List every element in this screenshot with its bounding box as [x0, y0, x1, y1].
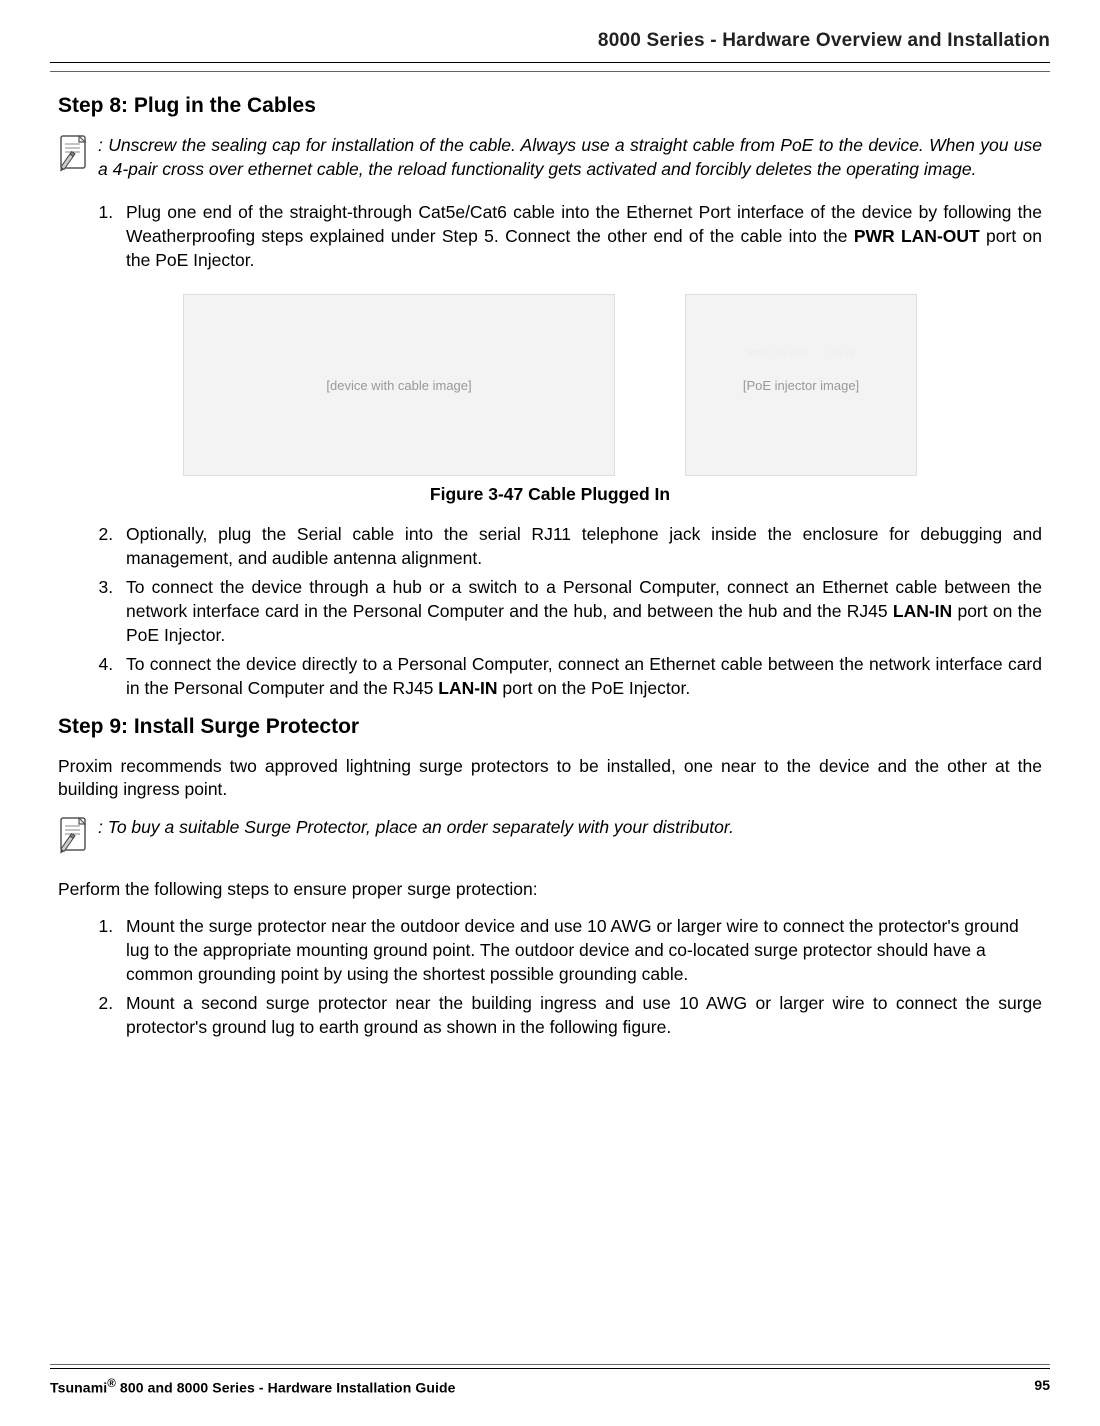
footer-rule-thin [50, 1364, 1050, 1365]
step8-item-1-bold: PWR LAN-OUT [854, 226, 980, 246]
poe-port-labels: PWR LAN-OUT LAN-IN [686, 349, 916, 358]
figure-poe-image: [PoE injector image] PWR LAN-OUT LAN-IN [685, 294, 917, 476]
poe-label-in: LAN-IN [826, 349, 855, 358]
step8-item-4b: port on the PoE Injector. [498, 678, 691, 698]
footer-reg: ® [107, 1377, 116, 1390]
footer-rule-thick [50, 1368, 1050, 1369]
step8-item-4-bold: LAN-IN [438, 678, 497, 698]
note-prefix-9: : [98, 817, 108, 837]
placeholder-text-poe: [PoE injector image] [743, 378, 859, 393]
note-text-step9: : To buy a suitable Surge Protector, pla… [98, 816, 1042, 840]
header-rule-thick [50, 62, 1050, 63]
step8-list-b: Optionally, plug the Serial cable into t… [58, 523, 1042, 700]
note-prefix: : [98, 135, 108, 155]
page-footer: Tsunami® 800 and 8000 Series - Hardware … [50, 1364, 1050, 1396]
step8-item-4: To connect the device directly to a Pers… [118, 653, 1042, 700]
step9-item-1: Mount the surge protector near the outdo… [118, 915, 1042, 986]
step8-list-a: Plug one end of the straight-through Cat… [58, 201, 1042, 272]
note-block-step8: : Unscrew the sealing cap for installati… [58, 134, 1042, 181]
poe-label-out: PWR LAN-OUT [747, 349, 807, 358]
figure-row: [device with cable image] [PoE injector … [58, 294, 1042, 476]
step-9-title: Step 9: Install Surge Protector [58, 715, 1042, 739]
step-8-title: Step 8: Plug in the Cables [58, 94, 1042, 118]
footer-title: 800 and 8000 Series - Hardware Installat… [116, 1380, 456, 1396]
note-icon [58, 816, 92, 858]
step9-item-2: Mount a second surge protector near the … [118, 992, 1042, 1039]
footer-text-left: Tsunami® 800 and 8000 Series - Hardware … [50, 1377, 456, 1396]
step8-item-3-bold: LAN-IN [893, 601, 952, 621]
step8-item-1: Plug one end of the straight-through Cat… [118, 201, 1042, 272]
content-area: Step 8: Plug in the Cables : Unscrew the… [50, 94, 1050, 1040]
figure-caption: Figure 3-47 Cable Plugged In [58, 484, 1042, 505]
note-body: Unscrew the sealing cap for installation… [98, 135, 1042, 179]
step9-list: Mount the surge protector near the outdo… [58, 915, 1042, 1039]
step8-item-3: To connect the device through a hub or a… [118, 576, 1042, 647]
step8-item-2: Optionally, plug the Serial cable into t… [118, 523, 1042, 570]
note-icon [58, 134, 92, 176]
step9-lead: Perform the following steps to ensure pr… [58, 878, 1042, 902]
footer-brand: Tsunami [50, 1380, 107, 1396]
running-header: 8000 Series - Hardware Overview and Inst… [50, 30, 1050, 52]
figure-device-image: [device with cable image] [183, 294, 615, 476]
header-rule-thin [50, 71, 1050, 72]
note-block-step9: : To buy a suitable Surge Protector, pla… [58, 816, 1042, 858]
note-text-step8: : Unscrew the sealing cap for installati… [98, 134, 1042, 181]
note-body-9: To buy a suitable Surge Protector, place… [108, 817, 734, 837]
step9-intro: Proxim recommends two approved lightning… [58, 755, 1042, 802]
placeholder-text-device: [device with cable image] [326, 378, 471, 393]
footer-page-number: 95 [1034, 1377, 1050, 1396]
